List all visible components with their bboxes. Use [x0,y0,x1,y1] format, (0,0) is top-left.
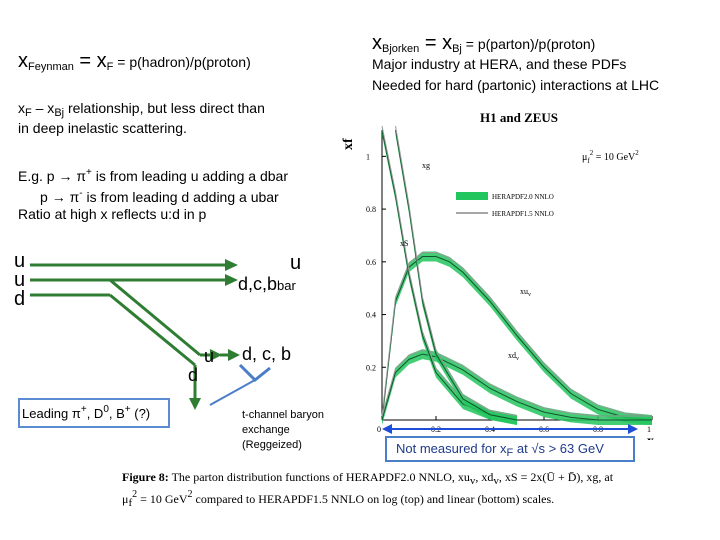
legend-swatch-2-0 [456,192,488,200]
curve-xg [395,129,518,421]
top-out-label: d,c,bbar [238,274,296,294]
chart-curves [381,125,653,425]
curve-xd_v [381,353,652,421]
arrow-head-down [189,398,201,410]
relationship-line-1: xF – xBj relationship, but less direct t… [18,100,265,119]
x-tick-label: 1 [647,425,651,434]
quark-line-diag-2 [109,293,196,367]
legend-label-1-5: HERAPDF1.5 NNLO [492,210,554,218]
xfeynman-heading: xFeynman = xF = p(hadron)/p(proton) [18,50,251,73]
not-measured-label: Not measured for xF at √s > 63 GeV [396,441,604,459]
incoming-quarks: u u d [14,250,26,310]
curve-xu_v [381,256,653,421]
arrow-right-icon: → [58,168,73,184]
example-line-2: p → π- is from leading d adding a ubar [40,188,279,205]
curve-1-5-xg [395,125,518,417]
mid-label: d, c, b [242,344,292,364]
arrow-head-top-2 [225,274,238,286]
band-xu_v [382,251,652,425]
band-xg [395,125,517,425]
band-xd_v [382,349,652,425]
example-line-1: E.g. p → π+ is from leading u adding a d… [18,167,288,184]
figure-caption-line-1: Figure 8: The parton distribution functi… [122,470,614,487]
chart-axes: 00.20.40.60.810.20.40.60.81 [366,130,653,434]
arrow-head-mid-2 [228,349,240,361]
pdf-chart: H1 and ZEUS xf μf2 = 10 GeV2 HERAPDF2.0 … [341,110,654,440]
figure-caption-line-2: μf2 = 10 GeV2 compared to HERAPDF1.5 NNL… [122,489,555,509]
xbjorken-heading: xBjorken = xBj = p(parton)/p(proton) [372,32,596,55]
curve-1-5-xu_v [381,252,653,417]
industry-line: Major industry at HERA, and these PDFs [372,56,627,72]
not-measured-box [385,436,635,462]
not-measured-arrow [382,424,638,434]
scale-label: μf2 = 10 GeV2 [582,149,639,165]
curve-label-xdv: xdv [508,351,519,362]
t-channel-bracket [238,363,271,383]
relationship-line-2: in deep inelastic scattering. [18,120,187,136]
leading-hadrons-label: Leading π+, D0, B+ (?) [22,404,151,421]
t-channel-link [209,379,256,406]
leading-hadrons-box [18,398,170,428]
needed-line: Needed for hard (partonic) interactions … [372,77,660,93]
legend-label-2-0: HERAPDF2.0 NNLO [492,193,554,201]
x-tick-label: 0 [377,425,381,434]
curve-label-xuv: xuv [520,287,531,298]
y-tick-label: 1 [366,152,370,161]
y-axis-label: xf [341,138,356,150]
example-line-3: Ratio at high x reflects u:d in p [18,206,207,222]
mid-quark-d: d [188,365,199,385]
quark-flow-diagram [30,259,271,410]
x-axis-label: x [647,434,654,440]
quark-line-diag-1 [109,278,201,357]
top-out-quark: u [290,252,302,274]
y-tick-label: 0.2 [366,363,376,372]
mid-quark-u: u [204,346,215,366]
y-tick-label: 0.6 [366,258,376,267]
curve-1-5-xd_v [381,349,652,417]
curve-label-xg: xg [422,161,430,170]
t-channel-label: t-channel baryon exchange (Reggeized) [242,409,324,451]
curve-label-xs: xS [400,239,408,248]
chart-title: H1 and ZEUS [480,110,558,125]
arrow-right-icon: → [51,189,66,205]
arrow-head-top-1 [225,259,238,271]
y-tick-label: 0.8 [366,205,376,214]
arrow-head-mid-1 [210,349,222,361]
y-tick-label: 0.4 [366,311,376,320]
